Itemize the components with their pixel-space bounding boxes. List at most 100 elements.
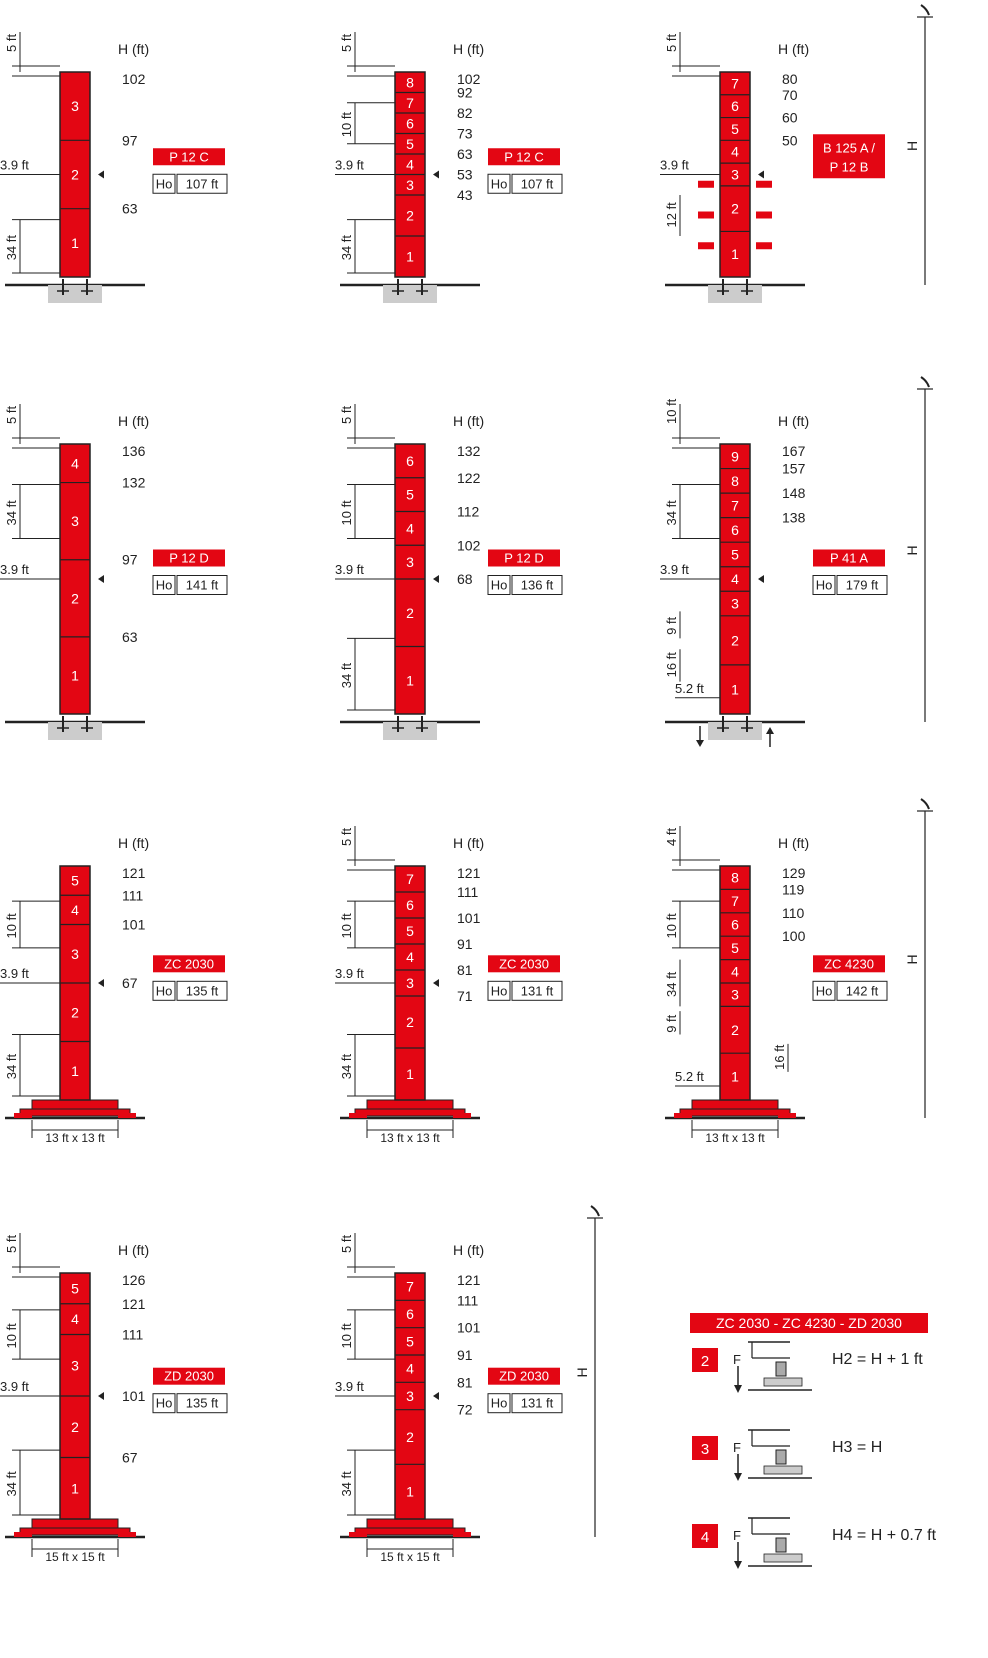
top-height-value: 132 <box>457 443 481 459</box>
section-height: 60 <box>782 110 798 126</box>
model-label: ZD 2030 <box>164 1369 214 1384</box>
climbing-collar <box>698 242 714 250</box>
ho-value-box <box>511 575 563 595</box>
section-height: 72 <box>457 1402 473 1418</box>
bottom-dimension-label: 34 ft <box>339 1054 354 1080</box>
section-height: 100 <box>782 928 806 944</box>
model-label: B 125 A / <box>823 140 875 155</box>
section-height: 119 <box>782 881 805 897</box>
jack-body <box>775 1537 787 1553</box>
overall-height-label: H <box>574 1367 590 1377</box>
dimension-label: 9 ft <box>664 1014 679 1032</box>
level-marker <box>433 1392 439 1400</box>
section-height: 132 <box>122 475 146 491</box>
upper-dimension-label: 10 ft <box>339 1323 354 1349</box>
section-number: 6 <box>406 1306 414 1322</box>
section-height: 111 <box>457 884 478 900</box>
section-number: 3 <box>406 1388 414 1404</box>
model-label: P 12 D <box>504 551 544 566</box>
ho-box <box>152 980 176 1001</box>
level-marker <box>433 979 439 987</box>
foundation-block <box>48 285 102 303</box>
chassis-pad <box>14 1113 32 1118</box>
upper-dimension-label: 10 ft <box>664 913 679 939</box>
section-number: 4 <box>731 144 739 160</box>
top-dimension-label: 5 ft <box>339 406 354 424</box>
level-marker <box>98 979 104 987</box>
force-label: F <box>733 1352 741 1367</box>
section-number: 4 <box>71 1311 79 1327</box>
lower-dimension-label: 12 ft <box>664 202 679 228</box>
section-number: 4 <box>406 1361 414 1377</box>
arrow-head <box>734 1473 742 1481</box>
section-number: 6 <box>731 522 739 538</box>
section-height: 110 <box>782 905 805 921</box>
arrow-head <box>696 740 704 747</box>
section-number: 5 <box>406 923 414 939</box>
legend-formula: H3 = H <box>832 1439 882 1456</box>
model-badge <box>153 955 225 973</box>
section-number: 5 <box>406 487 414 503</box>
level-marker <box>98 575 104 583</box>
jack-icon <box>748 1341 812 1391</box>
model-label: P 12 C <box>169 149 209 164</box>
mid-dimension-label: 3.9 ft <box>660 158 689 173</box>
section-number: 3 <box>71 946 79 962</box>
top-height-value: 129 <box>782 865 806 881</box>
level-marker <box>433 575 439 583</box>
ho-box <box>152 575 176 595</box>
level-marker <box>98 170 104 179</box>
section-number: 3 <box>731 167 739 183</box>
ho-label: Ho <box>491 1396 508 1411</box>
top-dimension-label: 4 ft <box>664 828 679 846</box>
base-dimension-label: 15 ft x 15 ft <box>45 1550 105 1564</box>
section-number: 5 <box>406 1333 414 1349</box>
top-height-value: 121 <box>457 865 481 881</box>
section-number: 2 <box>406 208 414 224</box>
ho-value: 131 ft <box>521 1396 554 1411</box>
bottom-dimension-label: 34 ft <box>4 1471 19 1497</box>
section-number: 1 <box>731 681 739 697</box>
ho-value-box <box>511 1393 563 1414</box>
section-number: 3 <box>406 554 414 570</box>
upper-dimension-label: 10 ft <box>4 913 19 939</box>
dimension-label: 16 ft <box>664 652 679 678</box>
section-height: 70 <box>782 87 798 103</box>
legend-item-number-badge <box>692 1524 718 1548</box>
foundation-legend: ZC 2030 - ZC 4230 - ZD 2030 2 F H2 = H + 1 … <box>690 1313 937 1569</box>
top-height-value: 126 <box>122 1272 146 1288</box>
section-number: 6 <box>731 98 739 114</box>
mid-dimension-label: 3.9 ft <box>335 966 364 981</box>
foundation-block <box>708 722 762 740</box>
mid-dimension-label: 3.9 ft <box>0 158 29 173</box>
level-marker <box>98 1392 104 1400</box>
legend-title-badge <box>690 1313 928 1333</box>
chassis-beam <box>31 1518 119 1529</box>
ho-value-box <box>176 575 228 595</box>
upper-dimension-label: 10 ft <box>339 112 354 138</box>
top-height-value: 121 <box>457 1272 481 1288</box>
section-number: 7 <box>406 1279 414 1295</box>
section-height: 50 <box>782 132 798 148</box>
hook-icon <box>920 798 930 810</box>
ho-label: Ho <box>156 983 173 998</box>
ho-value-box <box>176 980 228 1001</box>
section-height: 68 <box>457 571 473 587</box>
ho-value: 142 ft <box>846 983 879 998</box>
model-badge <box>813 134 885 179</box>
top-dimension-label: 10 ft <box>664 398 679 424</box>
base-dimension-label: 13 ft x 13 ft <box>45 1131 105 1145</box>
chassis-beam <box>366 1518 454 1529</box>
section-number: 2 <box>406 1429 414 1445</box>
top-height-value: 136 <box>122 443 146 459</box>
mast <box>59 71 91 278</box>
jack-pad <box>763 1377 803 1387</box>
model-label: P 12 C <box>504 149 544 164</box>
model-label: ZC 2030 <box>499 956 549 971</box>
height-column-header: H (ft) <box>453 1242 484 1258</box>
ho-label: Ho <box>491 578 508 593</box>
section-number: 7 <box>406 95 414 111</box>
chassis-pad <box>118 1532 136 1537</box>
section-number: 2 <box>731 201 739 217</box>
